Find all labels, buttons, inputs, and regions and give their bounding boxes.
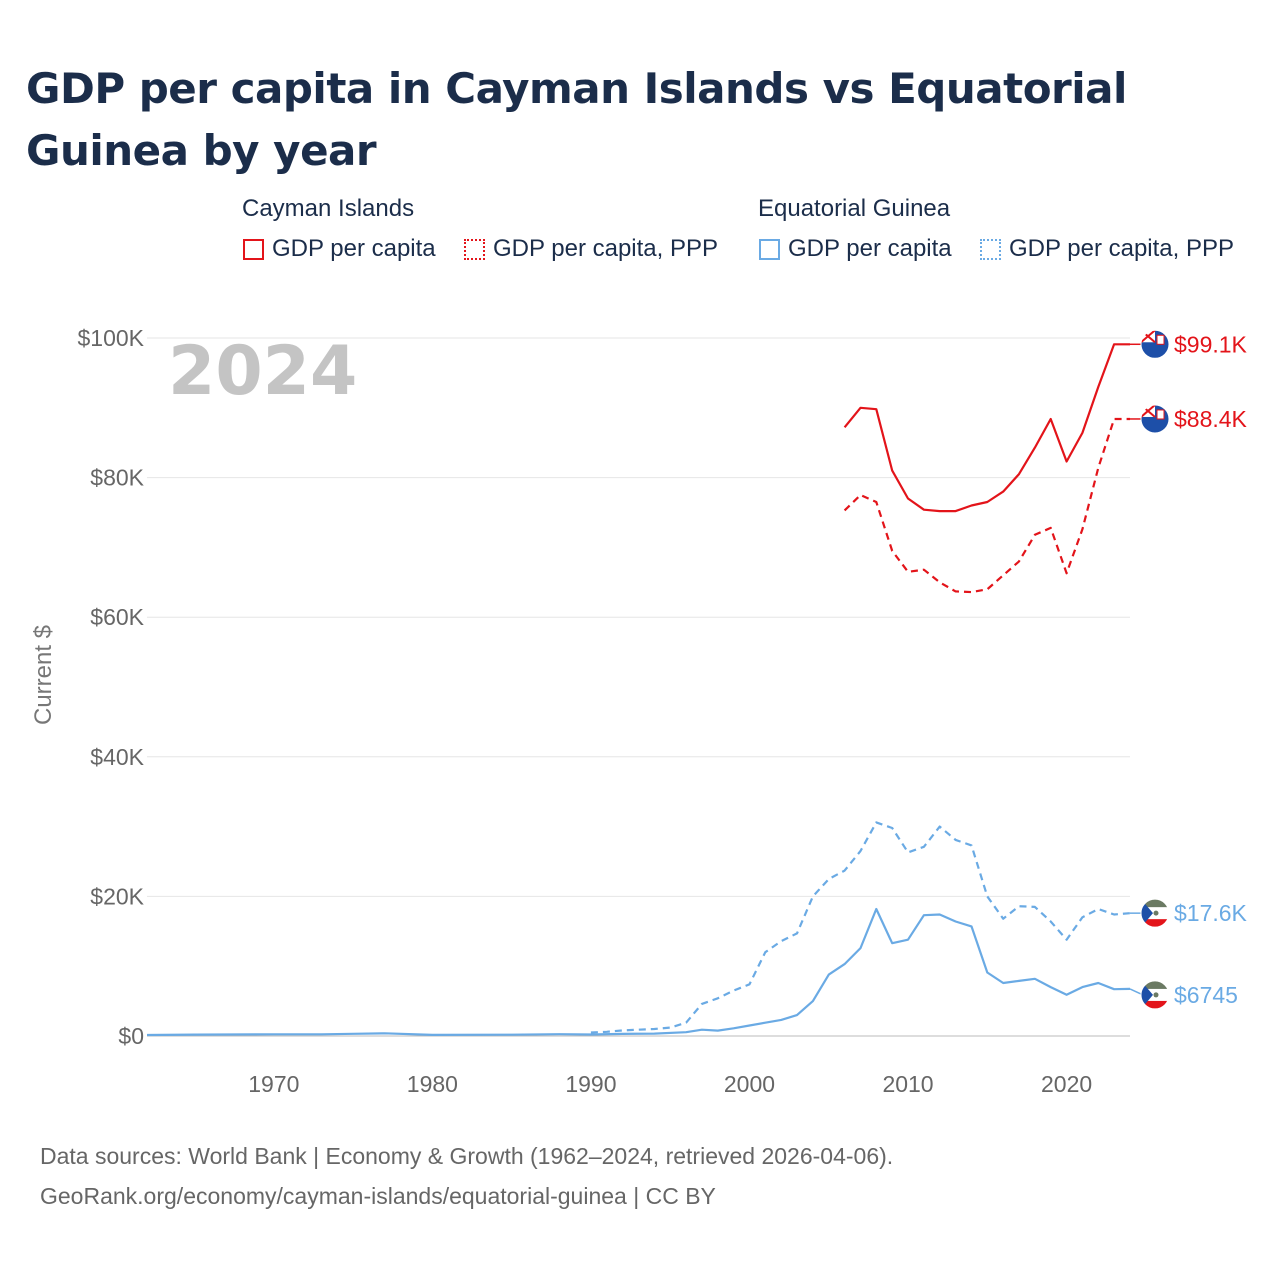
end-value-label: $99.1K — [1174, 331, 1248, 357]
y-tick-label: $60K — [90, 604, 144, 630]
end-value-label: $88.4K — [1174, 406, 1248, 432]
x-tick-label: 1980 — [407, 1071, 458, 1097]
legend-swatch-solid-red — [243, 238, 264, 260]
chart-title: GDP per capita in Cayman Islands vs Equa… — [26, 64, 1127, 175]
y-axis-label: Current $ — [30, 625, 57, 725]
legend-label: GDP per capita, PPP — [1009, 235, 1234, 262]
x-tick-label: 2000 — [724, 1071, 775, 1097]
equatorial-guinea-flag-icon — [1140, 898, 1170, 928]
x-tick-label: 1990 — [565, 1071, 616, 1097]
legend-swatch-solid-blue — [759, 238, 780, 260]
series-line-cayman-islands-gdp-per-capita-ppp — [843, 417, 1130, 594]
line-chart: $0 $20K $40K $60K $80K $100K 1970 1980 1990 2000… — [30, 325, 1248, 1097]
footer-link[interactable]: GeoRank.org/economy/cayman-islands/equat… — [40, 1183, 716, 1209]
series-line-cayman-islands-gdp-per-capita — [843, 343, 1130, 513]
gridlines — [147, 337, 1130, 1037]
legend-label: GDP per capita — [272, 235, 436, 262]
y-tick-label: $40K — [90, 744, 144, 770]
series-line-equatorial-guinea-gdp-per-capita — [146, 907, 1131, 1037]
legend-item-cayman-gdp-ppp[interactable]: GDP per capita, PPP — [464, 235, 718, 263]
series-layer — [146, 343, 1131, 1037]
cayman-flag-icon — [1140, 329, 1170, 359]
y-tick-label: $80K — [90, 465, 144, 491]
x-tick-label: 2020 — [1041, 1071, 1092, 1097]
footer-sources: Data sources: World Bank | Economy & Gro… — [40, 1143, 894, 1169]
y-tick-label: $100K — [77, 325, 144, 351]
legend-item-eq-guinea-gdp-ppp[interactable]: GDP per capita, PPP — [980, 235, 1234, 263]
equatorial-guinea-flag-icon — [1140, 980, 1170, 1010]
legend-swatch-dotted-blue — [980, 238, 1001, 260]
end-value-label: $6745 — [1174, 982, 1238, 1008]
footer: Data sources: World Bank | Economy & Gro… — [40, 1136, 893, 1216]
y-axis: $0 $20K $40K $60K $80K $100K — [77, 325, 144, 1049]
year-watermark: 2024 — [168, 332, 357, 411]
end-labels: $99.1K $88.4K $6745 $17.6K — [1129, 329, 1248, 1010]
y-tick-label: $0 — [118, 1023, 144, 1049]
x-axis: 1970 1980 1990 2000 2010 2020 — [248, 1071, 1092, 1097]
legend-label: GDP per capita — [788, 235, 952, 262]
legend-item-eq-guinea-gdp[interactable]: GDP per capita — [759, 235, 952, 263]
x-tick-label: 2010 — [882, 1071, 933, 1097]
series-line-equatorial-guinea-gdp-per-capita-ppp — [590, 821, 1131, 1034]
end-value-label: $17.6K — [1174, 900, 1248, 926]
x-tick-label: 1970 — [248, 1071, 299, 1097]
legend-group-cayman-islands: Cayman Islands — [242, 195, 415, 222]
y-tick-label: $20K — [90, 883, 144, 909]
legend-item-cayman-gdp[interactable]: GDP per capita — [243, 235, 436, 263]
legend-group-equatorial-guinea: Equatorial Guinea — [758, 195, 951, 222]
legend-swatch-dotted-red — [464, 238, 485, 260]
legend-label: GDP per capita, PPP — [493, 235, 718, 262]
cayman-flag-icon — [1140, 404, 1170, 434]
